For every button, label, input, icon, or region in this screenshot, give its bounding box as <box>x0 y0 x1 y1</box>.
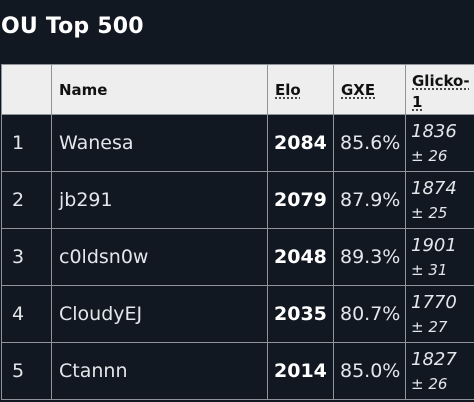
glicko-rating: 1874 <box>411 178 457 199</box>
gxe-sort-link[interactable]: GXE <box>341 80 376 99</box>
glicko-cell: 1827 ± 26 <box>405 342 474 400</box>
gxe-cell: 87.9% <box>333 171 406 229</box>
rank-cell: 5 <box>1 342 52 400</box>
elo-cell: 2014 <box>267 342 334 400</box>
glicko-rating: 1770 <box>411 292 457 313</box>
glicko-rating: 1827 <box>411 349 457 370</box>
glicko-cell: 1770 ± 27 <box>405 285 474 343</box>
glicko-column-header[interactable]: Glicko-1 <box>405 64 474 115</box>
player-name-link[interactable]: jb291 <box>51 171 268 229</box>
glicko-cell: 1901 ± 31 <box>405 228 474 286</box>
glicko-deviation: ± 26 <box>411 147 448 165</box>
rank-cell: 3 <box>1 228 52 286</box>
glicko-rating: 1836 <box>411 121 457 142</box>
glicko-deviation: ± 27 <box>411 318 448 336</box>
page-title: OU Top 500 <box>1 14 144 39</box>
glicko-deviation: ± 31 <box>411 261 448 279</box>
player-name-link[interactable]: Wanesa <box>51 114 268 172</box>
gxe-column-header[interactable]: GXE <box>333 64 406 115</box>
player-name-link[interactable]: Ctannn <box>51 342 268 400</box>
glicko-cell: 1874 ± 25 <box>405 171 474 229</box>
gxe-cell: 85.0% <box>333 342 406 400</box>
table-row: 3 c0ldsn0w 2048 89.3% 1901 ± 31 <box>1 228 474 286</box>
elo-cell: 2048 <box>267 228 334 286</box>
glicko-deviation: ± 26 <box>411 375 448 393</box>
elo-column-header[interactable]: Elo <box>267 64 334 115</box>
gxe-cell: 89.3% <box>333 228 406 286</box>
glicko-cell: 1836 ± 26 <box>405 114 474 172</box>
rank-column-header <box>1 64 52 115</box>
elo-cell: 2084 <box>267 114 334 172</box>
elo-sort-link[interactable]: Elo <box>275 80 301 99</box>
table-row: 2 jb291 2079 87.9% 1874 ± 25 <box>1 171 474 229</box>
rank-cell: 1 <box>1 114 52 172</box>
player-name-link[interactable]: CloudyEJ <box>51 285 268 343</box>
glicko-deviation: ± 25 <box>411 204 448 222</box>
rank-cell: 2 <box>1 171 52 229</box>
elo-cell: 2079 <box>267 171 334 229</box>
ladder-table: Name Elo GXE Glicko-1 1 Wanesa 2084 85.6% 18… <box>1 64 474 400</box>
glicko-rating: 1901 <box>411 235 457 256</box>
name-column-header: Name <box>51 64 268 115</box>
table-row: 4 CloudyEJ 2035 80.7% 1770 ± 27 <box>1 285 474 343</box>
table-row: 1 Wanesa 2084 85.6% 1836 ± 26 <box>1 114 474 172</box>
rank-cell: 4 <box>1 285 52 343</box>
player-name-link[interactable]: c0ldsn0w <box>51 228 268 286</box>
gxe-cell: 85.6% <box>333 114 406 172</box>
table-row: 5 Ctannn 2014 85.0% 1827 ± 26 <box>1 342 474 400</box>
table-header-row: Name Elo GXE Glicko-1 <box>1 64 474 115</box>
elo-cell: 2035 <box>267 285 334 343</box>
glicko-sort-link[interactable]: Glicko-1 <box>412 72 470 111</box>
gxe-cell: 80.7% <box>333 285 406 343</box>
